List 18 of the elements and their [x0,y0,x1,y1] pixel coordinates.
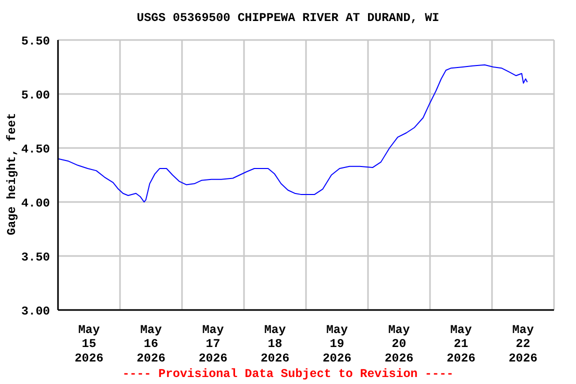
y-tick-label: 3.00 [21,304,50,318]
x-tick-label: May 16 2026 [136,322,166,366]
y-tick-label: 5.50 [21,34,50,48]
x-tick-label: May 20 2026 [384,322,414,366]
x-tick-label: May 18 2026 [260,322,290,366]
x-tick-label: May 17 2026 [198,322,228,366]
text: ---- Provisional Data Subject to Revision ---- [121,367,455,381]
y-tick-label: 4.00 [21,196,50,210]
y-tick-label: 4.50 [21,142,50,156]
y-tick-label: 5.00 [21,88,50,102]
x-tick-label: May 19 2026 [322,322,352,366]
y-tick-label: 3.50 [21,250,50,264]
x-tick-label: May 21 2026 [446,322,476,366]
line-series [58,64,528,202]
chart-title: USGS 05369500 CHIPPEWA RIVER AT DURAND, WI [136,11,440,25]
x-tick-label: May 22 2026 [508,322,538,366]
y-axis-title: Gage height, feet [5,112,19,238]
x-tick-label: May 15 2026 [74,322,104,366]
